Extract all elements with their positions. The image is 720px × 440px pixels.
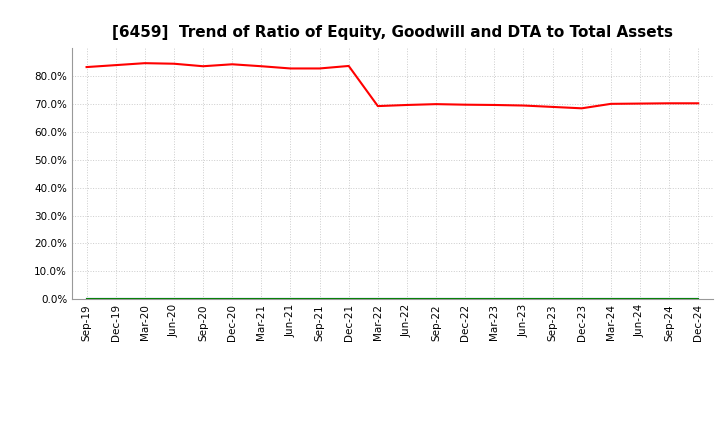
Deferred Tax Assets [170,297,179,302]
Equity [636,101,644,106]
Deferred Tax Assets [315,297,324,302]
Deferred Tax Assets [199,297,207,302]
Equity [140,61,149,66]
Equity [228,62,236,67]
Deferred Tax Assets [112,297,120,302]
Goodwill [82,297,91,302]
Line: Equity: Equity [86,63,698,108]
Deferred Tax Assets [286,297,294,302]
Deferred Tax Assets [82,297,91,302]
Goodwill [548,297,557,302]
Equity [490,103,499,108]
Deferred Tax Assets [140,297,149,302]
Goodwill [402,297,411,302]
Goodwill [374,297,382,302]
Goodwill [577,297,586,302]
Equity [257,64,266,69]
Equity [432,102,441,107]
Equity [548,104,557,110]
Equity [315,66,324,71]
Goodwill [344,297,353,302]
Equity [170,61,179,66]
Equity [577,106,586,111]
Deferred Tax Assets [228,297,236,302]
Goodwill [228,297,236,302]
Equity [402,103,411,108]
Goodwill [665,297,673,302]
Goodwill [257,297,266,302]
Equity [199,64,207,69]
Equity [286,66,294,71]
Equity [665,101,673,106]
Goodwill [112,297,120,302]
Goodwill [606,297,615,302]
Equity [112,62,120,68]
Deferred Tax Assets [606,297,615,302]
Deferred Tax Assets [344,297,353,302]
Goodwill [170,297,179,302]
Goodwill [694,297,703,302]
Equity [606,101,615,106]
Equity [82,64,91,70]
Deferred Tax Assets [402,297,411,302]
Equity [374,103,382,109]
Deferred Tax Assets [461,297,469,302]
Goodwill [199,297,207,302]
Goodwill [315,297,324,302]
Equity [344,63,353,69]
Goodwill [140,297,149,302]
Goodwill [432,297,441,302]
Equity [461,102,469,107]
Deferred Tax Assets [432,297,441,302]
Goodwill [490,297,499,302]
Deferred Tax Assets [374,297,382,302]
Deferred Tax Assets [636,297,644,302]
Goodwill [286,297,294,302]
Goodwill [461,297,469,302]
Equity [694,101,703,106]
Deferred Tax Assets [665,297,673,302]
Deferred Tax Assets [694,297,703,302]
Deferred Tax Assets [519,297,528,302]
Deferred Tax Assets [257,297,266,302]
Goodwill [636,297,644,302]
Deferred Tax Assets [490,297,499,302]
Deferred Tax Assets [577,297,586,302]
Deferred Tax Assets [548,297,557,302]
Title: [6459]  Trend of Ratio of Equity, Goodwill and DTA to Total Assets: [6459] Trend of Ratio of Equity, Goodwil… [112,25,673,40]
Goodwill [519,297,528,302]
Equity [519,103,528,108]
